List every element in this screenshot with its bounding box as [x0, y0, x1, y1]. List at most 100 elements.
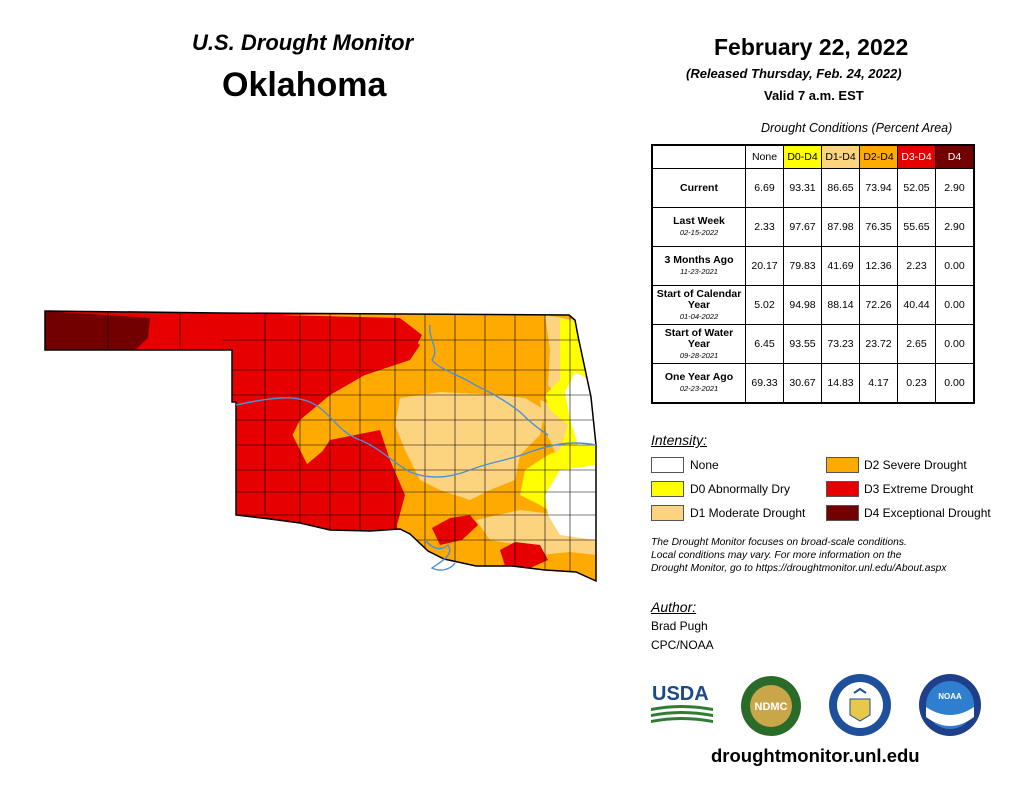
author-title: Author:	[651, 599, 697, 615]
legend-label-d0: D0 Abnormally Dry	[690, 482, 791, 496]
row-date: 02-23-2021	[679, 384, 719, 393]
cell-value: 12.36	[859, 246, 898, 286]
table-row: Start of Water Year 09-28-2021 6.45 93.55…	[651, 324, 975, 364]
usda-logo-text: USDA	[652, 683, 709, 705]
d3-extreme-west	[236, 315, 422, 515]
cell-value: 93.31	[783, 168, 822, 208]
cell-value: 97.67	[783, 207, 822, 247]
cell-value: 73.23	[821, 324, 860, 364]
author-name: Brad Pugh	[651, 619, 708, 633]
legend-label-d3: D3 Extreme Drought	[864, 482, 974, 496]
legend-swatch-d2	[826, 457, 859, 473]
row-date: 02-15-2022	[679, 228, 719, 237]
cell-value: 2.65	[897, 324, 936, 364]
row-date: 09-28-2021	[679, 350, 719, 360]
row-date: 11-23-2021	[680, 267, 718, 276]
valid-time: Valid 7 a.m. EST	[764, 88, 864, 103]
row-label: Current	[651, 168, 746, 208]
legend-label-none: None	[690, 458, 719, 472]
cell-value: 0.00	[935, 363, 975, 404]
d1-moderate-area	[395, 392, 545, 500]
cell-value: 94.98	[783, 285, 822, 325]
table-caption: Drought Conditions (Percent Area)	[761, 121, 953, 135]
table-row: 3 Months Ago 11-23-2021 20.17 79.83 41.69…	[651, 246, 975, 286]
disclaimer-note: The Drought Monitor focuses on broad-sca…	[651, 536, 1011, 575]
table-row: One Year Ago 02-23-2021 69.33 30.67 14.83…	[651, 363, 975, 404]
cell-value: 41.69	[821, 246, 860, 286]
d3-extreme-se	[500, 542, 548, 568]
legend-swatch-d3	[826, 481, 859, 497]
cell-value: 76.35	[859, 207, 898, 247]
cell-value: 20.17	[745, 246, 784, 286]
ndmc-logo-text: NDMC	[755, 701, 788, 713]
row-label: Start of Calendar Year 01-04-2022	[651, 285, 746, 325]
col-header-d4: D4	[935, 144, 975, 169]
cell-value: 0.00	[935, 285, 975, 325]
map-date: February 22, 2022	[714, 34, 909, 60]
note-line: The Drought Monitor focuses on broad-sca…	[651, 537, 907, 548]
intensity-title: Intensity:	[651, 432, 708, 448]
table-row: Last Week 02-15-2022 2.33 97.67 87.98 76.…	[651, 207, 975, 247]
legend-label-d1: D1 Moderate Drought	[690, 506, 806, 520]
cell-value: 2.23	[897, 246, 936, 286]
cell-value: 87.98	[821, 207, 860, 247]
brand-title: U.S. Drought Monitor	[192, 30, 414, 55]
noaa-logo-text: NOAA	[938, 692, 962, 701]
cell-value: 0.00	[935, 246, 975, 286]
ndmc-logo: NDMC	[741, 676, 801, 736]
state-title: Oklahoma	[222, 66, 387, 104]
cell-value: 88.14	[821, 285, 860, 325]
cell-value: 2.90	[935, 207, 975, 247]
cell-value: 5.02	[745, 285, 784, 325]
cell-value: 6.45	[745, 324, 784, 364]
noaa-logo: NOAA	[919, 674, 981, 736]
legend-label-d4: D4 Exceptional Drought	[864, 506, 991, 520]
col-header-d0-d4: D0-D4	[783, 144, 822, 169]
cell-value: 72.26	[859, 285, 898, 325]
col-header-d1-d4: D1-D4	[821, 144, 860, 169]
table-header-row: None D0-D4 D1-D4 D2-D4 D3-D4 D4	[652, 144, 975, 169]
cell-value: 52.05	[897, 168, 936, 208]
table-row: Start of Calendar Year 01-04-2022 5.02 94…	[651, 285, 975, 325]
row-label: Last Week 02-15-2022	[651, 207, 746, 247]
note-line: Local conditions may vary. For more info…	[651, 550, 902, 561]
row-date: 01-04-2022	[679, 311, 719, 321]
row-label: Start of Water Year 09-28-2021	[651, 324, 746, 364]
col-header-none: None	[745, 144, 784, 169]
legend-label-d2: D2 Severe Drought	[864, 458, 967, 472]
state-outline	[44, 310, 597, 583]
row-label-text: 3 Months Ago	[664, 254, 734, 266]
legend-swatch-d4	[826, 505, 859, 521]
website-url[interactable]: droughtmonitor.unl.edu	[711, 745, 920, 766]
d3-extreme-central	[300, 440, 385, 505]
header-blank-cell	[652, 145, 746, 169]
commerce-seal-logo	[829, 674, 891, 736]
cell-value: 2.90	[935, 168, 975, 208]
cell-value: 55.65	[897, 207, 936, 247]
cell-value: 0.23	[897, 363, 936, 404]
no-drought-area	[565, 372, 596, 445]
cell-value: 4.17	[859, 363, 898, 404]
row-label: One Year Ago 02-23-2021	[651, 363, 746, 404]
cell-value: 30.67	[783, 363, 822, 404]
row-label: 3 Months Ago 11-23-2021	[651, 246, 746, 286]
cell-value: 0.00	[935, 324, 975, 364]
cell-value: 40.44	[897, 285, 936, 325]
release-date: (Released Thursday, Feb. 24, 2022)	[686, 66, 902, 81]
note-line: Drought Monitor, go to https://droughtmo…	[651, 563, 947, 574]
cell-value: 69.33	[745, 363, 784, 404]
col-header-d2-d4: D2-D4	[859, 144, 898, 169]
legend-swatch-d1	[651, 505, 684, 521]
oklahoma-drought-map	[44, 310, 597, 583]
d4-exceptional-area	[45, 311, 150, 350]
cell-value: 6.69	[745, 168, 784, 208]
cell-value: 86.65	[821, 168, 860, 208]
legend-swatch-d0	[651, 481, 684, 497]
cell-value: 14.83	[821, 363, 860, 404]
row-label-text: One Year Ago	[664, 371, 734, 383]
row-label-text: Last Week	[673, 215, 725, 227]
cell-value: 79.83	[783, 246, 822, 286]
cell-value: 73.94	[859, 168, 898, 208]
author-org: CPC/NOAA	[651, 638, 714, 652]
cell-value: 2.33	[745, 207, 784, 247]
